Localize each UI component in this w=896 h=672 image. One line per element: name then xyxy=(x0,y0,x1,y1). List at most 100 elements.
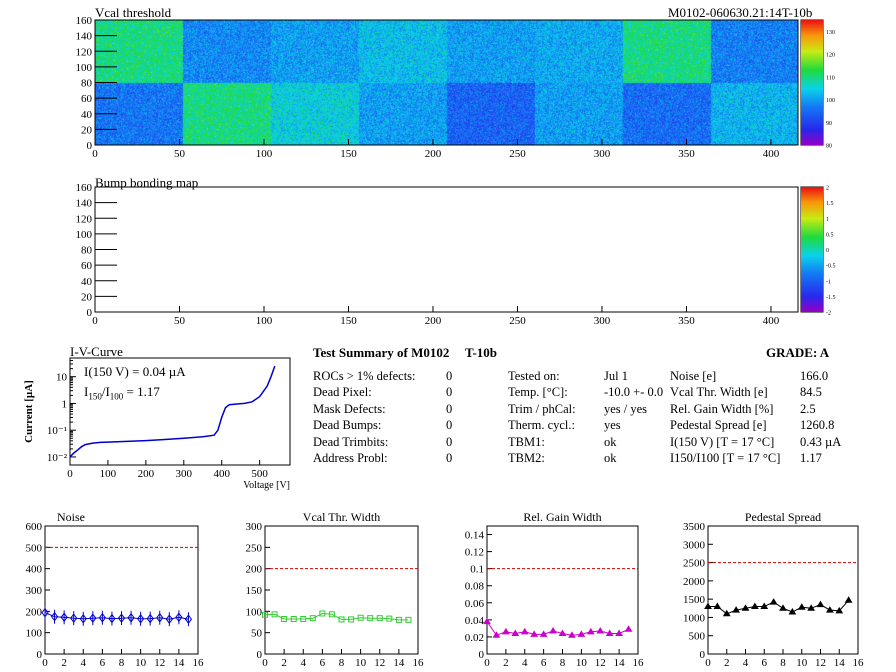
plot-rel-gain-width-point xyxy=(568,631,576,638)
plot-noise-y-tick-label: 100 xyxy=(26,628,43,640)
plot-vcal-thr-width-frame xyxy=(264,525,419,655)
plot-vcal-thr-width-y-tick-label: 50 xyxy=(251,628,263,640)
plot-rel-gain-width-y-tick-label: 0.06 xyxy=(465,598,485,610)
iv-y-tick-label: 1 xyxy=(62,398,68,410)
plot-noise-x-tick-label: 0 xyxy=(42,657,48,669)
summary-label: Address Probl: xyxy=(313,451,388,465)
summary-label: Temp. [°C]: xyxy=(508,385,568,400)
plot-pedestal-spread-y-tick-label: 3000 xyxy=(683,539,706,551)
summary-label: ROCs > 1% defects: xyxy=(313,369,416,383)
plot-vcal-thr-width-point xyxy=(300,616,307,623)
bump-colorbar-label: -1.5 xyxy=(826,295,836,301)
summary-title: Test Summary of M0102 xyxy=(313,345,450,360)
summary-label: I(150 V) [T = 17 °C] xyxy=(670,434,775,449)
plot-noise-x-tick-label: 12 xyxy=(154,657,165,669)
vcal-colorbar-label: 110 xyxy=(826,75,835,81)
summary-value: 0 xyxy=(446,418,453,433)
plot-vcal-thr-width-x-tick-label: 12 xyxy=(374,657,385,669)
summary-value: 166.0 xyxy=(800,369,829,383)
plot-pedestal-spread-point xyxy=(788,607,797,615)
plot-rel-gain-width-x-tick-label: 14 xyxy=(614,657,626,669)
bump-map-title: Bump bonding map xyxy=(95,175,199,190)
module-label: M0102-060630.21:14T-10b xyxy=(668,5,813,20)
plot-rel-gain-width-point xyxy=(530,630,539,637)
plot-vcal-thr-width-point xyxy=(319,610,326,617)
plot-rel-gain-width-y-tick-label: 0 xyxy=(479,649,485,661)
bump-x-tick-label: 200 xyxy=(425,315,442,327)
plot-vcal-thr-width-x-tick-label: 14 xyxy=(393,657,405,669)
plot-vcal-thr-width-y-tick-label: 100 xyxy=(246,606,263,618)
vcal-y-tick-label: 20 xyxy=(81,124,93,136)
plot-rel-gain-width-point xyxy=(615,629,624,637)
summary-value: 0 xyxy=(446,369,453,383)
plot-pedestal-spread-x-tick-label: 6 xyxy=(762,657,768,669)
plot-vcal-thr-width-x-tick-label: 4 xyxy=(301,657,307,669)
bump-y-tick-label: 20 xyxy=(81,291,93,303)
plot-rel-gain-width-series-line xyxy=(486,621,629,636)
plot-vcal-thr-width-point xyxy=(357,614,364,621)
plot-pedestal-spread-y-tick-label: 0 xyxy=(700,649,706,661)
plot-vcal-thr-width-point xyxy=(262,611,268,618)
plot-rel-gain-width-x-tick-label: 10 xyxy=(576,657,588,669)
plot-noise-x-tick-label: 6 xyxy=(100,657,106,669)
summary-label: Dead Bumps: xyxy=(313,418,382,433)
iv-annotation-current: I(150 V) = 0.04 µA xyxy=(84,364,186,379)
plot-noise-x-tick-label: 2 xyxy=(61,657,67,669)
plot-vcal-thr-width-point xyxy=(395,616,402,623)
plot-rel-gain-width-x-tick-label: 0 xyxy=(484,657,490,669)
bump-x-tick-label: 50 xyxy=(174,315,186,327)
plot-rel-gain-width-point xyxy=(577,630,586,637)
vcal-x-tick-label: 200 xyxy=(425,148,442,160)
plot-pedestal-spread-x-tick-label: 4 xyxy=(743,657,749,669)
bump-colorbar-label: 2 xyxy=(826,186,829,192)
summary-value: 1.17 xyxy=(800,451,822,465)
plot-noise-frame xyxy=(44,525,199,655)
summary-value: 0.43 µA xyxy=(800,434,842,449)
summary-label: Pedestal Spread [e] xyxy=(670,418,767,433)
plot-noise-x-tick-label: 16 xyxy=(193,657,205,669)
summary-label: Vcal Thr. Width [e] xyxy=(670,385,768,400)
summary-value: 0 xyxy=(446,385,453,400)
summary-label: Noise [e] xyxy=(670,369,717,383)
vcal-x-tick-label: 0 xyxy=(92,148,98,160)
summary-label: Therm. cycl.: xyxy=(508,418,575,433)
iv-x-tick-label: 100 xyxy=(100,468,117,480)
plot-rel-gain-width-point xyxy=(483,617,491,625)
plot-vcal-thr-width-point xyxy=(281,616,288,623)
bump-y-tick-label: 40 xyxy=(81,276,93,288)
plot-rel-gain-width-point xyxy=(511,629,520,637)
plot-vcal-thr-width-x-tick-label: 0 xyxy=(262,657,268,669)
summary-label: Trim / phCal: xyxy=(508,401,576,416)
plot-pedestal-spread-point xyxy=(750,602,759,609)
plot-pedestal-spread-point xyxy=(844,596,853,603)
summary-value: Jul 1 xyxy=(604,369,628,383)
summary-label: Mask Defects: xyxy=(313,401,386,416)
vcal-y-tick-label: 60 xyxy=(81,93,93,105)
plot-pedestal-spread-point xyxy=(816,600,825,608)
plot-rel-gain-width-x-tick-label: 4 xyxy=(522,657,528,669)
plot-pedestal-spread-y-tick-label: 1000 xyxy=(683,612,706,624)
plot-pedestal-spread-point xyxy=(807,604,816,611)
plot-pedestal-spread-y-tick-label: 1500 xyxy=(683,594,706,606)
bump-colorbar-label: -0.5 xyxy=(826,264,836,270)
plot-pedestal-spread-point xyxy=(722,609,731,617)
plot-vcal-thr-width-x-tick-label: 8 xyxy=(339,657,345,669)
plot-pedestal-spread-x-tick-label: 10 xyxy=(796,657,808,669)
bump-x-tick-label: 350 xyxy=(678,315,695,327)
plot-vcal-thr-width-point xyxy=(386,615,393,622)
plot-pedestal-spread-point xyxy=(704,602,712,609)
iv-title: I-V-Curve xyxy=(70,344,123,359)
iv-y-tick-label: 10⁻¹ xyxy=(47,425,67,437)
bump-x-tick-label: 150 xyxy=(340,315,357,327)
plot-rel-gain-width-point xyxy=(605,629,614,637)
bump-y-tick-label: 160 xyxy=(76,182,93,194)
summary-label: Rel. Gain Width [%] xyxy=(670,401,774,416)
plot-noise-title: Noise xyxy=(57,510,85,524)
plot-vcal-thr-width-point xyxy=(367,615,374,622)
iv-x-tick-label: 200 xyxy=(138,468,155,480)
vcal-colorbar-label: 80 xyxy=(826,144,832,150)
plot-rel-gain-width-point xyxy=(501,627,510,635)
plot-pedestal-spread-x-tick-label: 2 xyxy=(724,657,730,669)
vcal-colorbar-label: 120 xyxy=(826,53,835,59)
